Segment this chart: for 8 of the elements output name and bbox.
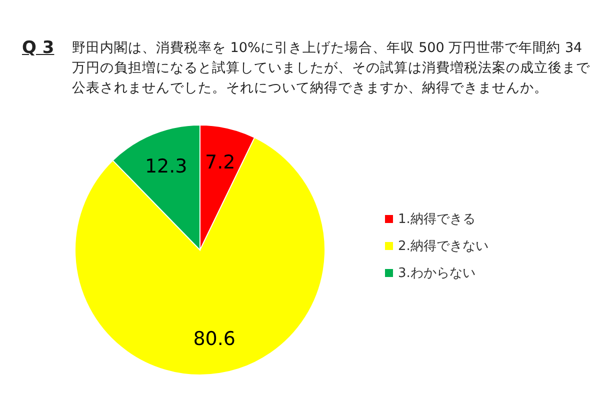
chart-subtitle: 野田内閣は、消費税率を 10%に引き上げた場合、年収 500 万円世帯で年間約 34 万円の負担増になると試算していましたが、その試算は消費増税法案の成立後まで公表されませんでした。それについて納得できますか、納得できませんか。 — [72, 39, 591, 98]
data-label: 12.3 — [144, 156, 188, 178]
chart-title: Q 3 — [22, 38, 54, 58]
legend-label: 1.納得できる — [398, 210, 476, 228]
legend-label: 3.わからない — [398, 264, 476, 282]
data-label: 7.2 — [205, 151, 236, 174]
legend-label: 2.納得できない — [398, 238, 488, 254]
data-label: 80.6 — [193, 328, 236, 350]
